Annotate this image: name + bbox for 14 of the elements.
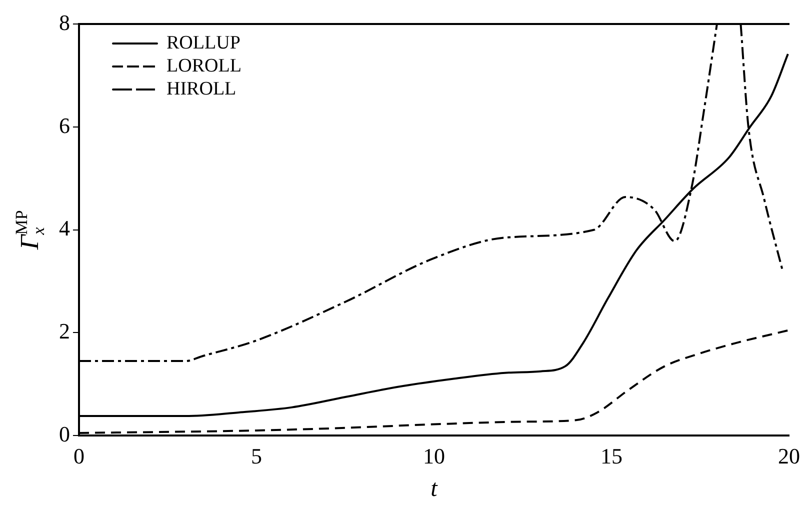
y-axis-title: ΓxMP (12, 210, 48, 251)
legend-label: LOROLL (166, 55, 242, 76)
y-tick-label: 8 (59, 10, 70, 35)
x-tick-label: 20 (778, 444, 800, 469)
x-tick-label: 5 (251, 444, 262, 469)
y-tick-label: 4 (59, 216, 70, 241)
x-tick-label: 10 (423, 444, 445, 469)
y-tick-label: 0 (59, 421, 70, 446)
y-tick-label: 6 (59, 112, 70, 138)
legend-label: HIROLL (166, 78, 236, 100)
y-tick-label: 2 (59, 318, 70, 344)
x-axis-title: t (430, 476, 439, 502)
legend-label: ROLLUP (166, 32, 240, 54)
x-tick-label: 15 (600, 444, 622, 469)
